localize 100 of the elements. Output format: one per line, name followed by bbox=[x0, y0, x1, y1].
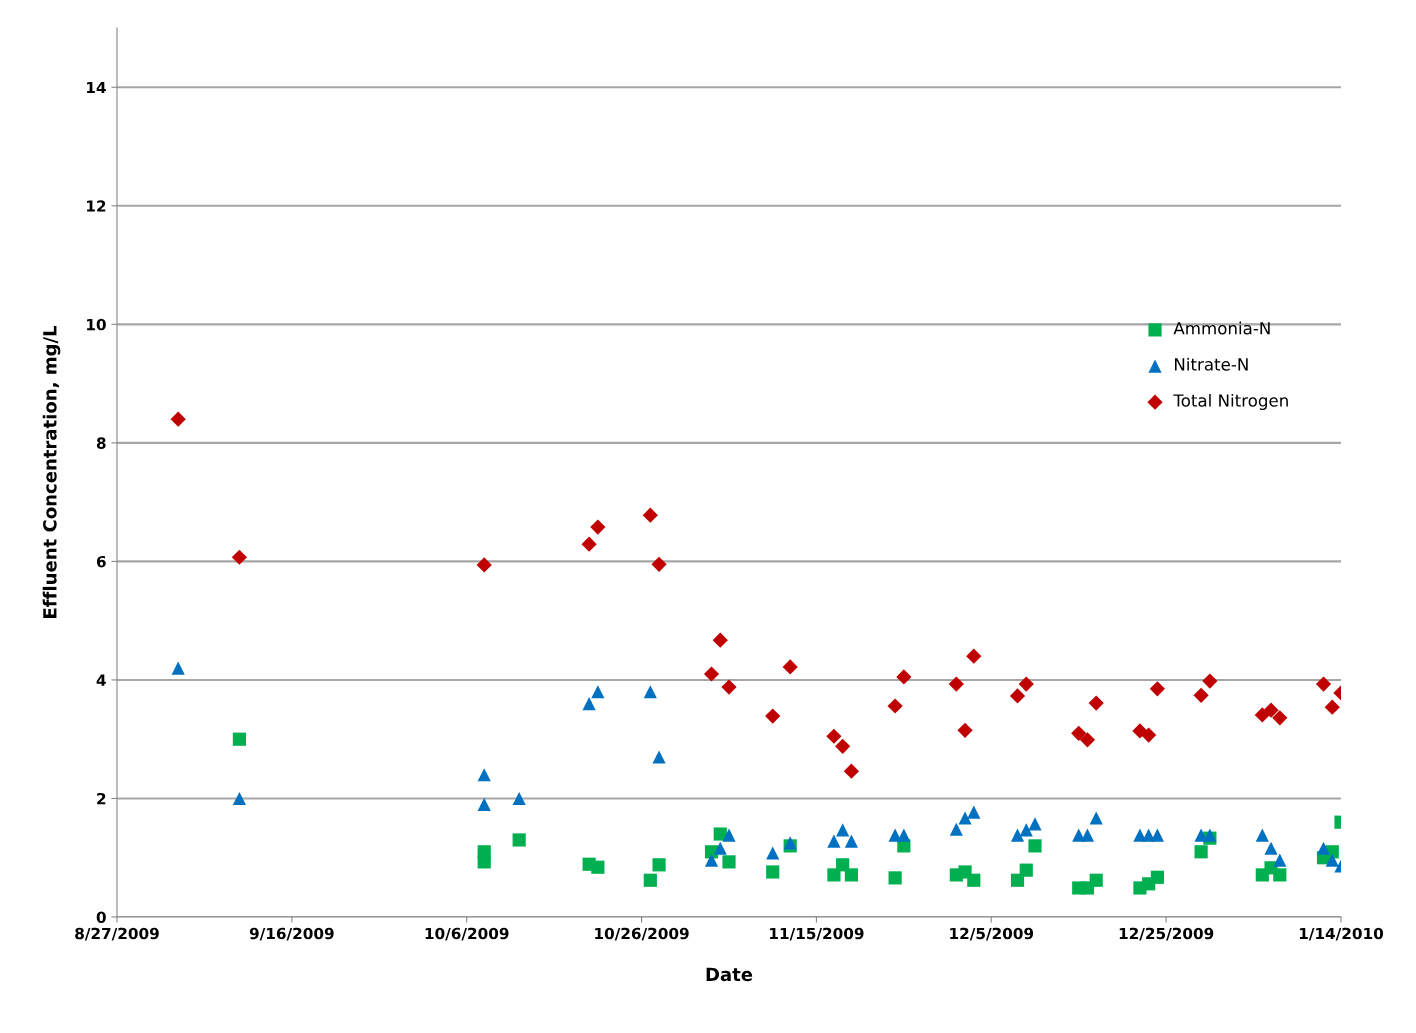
point bbox=[231, 549, 248, 565]
point bbox=[477, 797, 491, 811]
legend-label: Ammonia-N bbox=[1173, 321, 1270, 335]
point bbox=[826, 728, 842, 744]
point bbox=[712, 632, 728, 648]
point bbox=[887, 698, 903, 714]
point bbox=[1273, 868, 1287, 882]
point bbox=[765, 708, 781, 724]
point bbox=[642, 507, 658, 523]
point bbox=[827, 834, 841, 848]
x-tick-label: 8/27/2009 bbox=[75, 927, 159, 941]
point bbox=[1194, 845, 1208, 859]
point bbox=[512, 791, 526, 806]
point bbox=[967, 805, 981, 819]
point bbox=[703, 666, 720, 682]
point bbox=[643, 873, 657, 887]
point bbox=[643, 685, 657, 699]
point bbox=[1071, 725, 1087, 741]
point bbox=[651, 556, 667, 572]
point bbox=[1273, 853, 1287, 867]
point bbox=[958, 811, 972, 825]
point bbox=[1255, 828, 1269, 842]
point bbox=[897, 828, 911, 842]
point bbox=[652, 858, 666, 872]
y-tick-label: 12 bbox=[87, 200, 106, 212]
point bbox=[949, 822, 963, 836]
point bbox=[1324, 699, 1340, 715]
point bbox=[967, 873, 981, 887]
point bbox=[948, 676, 964, 692]
point bbox=[1202, 673, 1218, 689]
legend-label: Nitrate-N bbox=[1174, 357, 1248, 371]
point bbox=[782, 659, 798, 675]
point bbox=[827, 868, 841, 882]
x-tick-label: 10/6/2009 bbox=[425, 927, 509, 941]
point bbox=[844, 834, 858, 848]
point bbox=[1089, 873, 1103, 887]
point bbox=[722, 855, 736, 869]
point bbox=[1028, 839, 1042, 853]
point bbox=[704, 853, 719, 867]
point bbox=[1089, 811, 1103, 825]
y-tick-label: 10 bbox=[87, 318, 106, 331]
point bbox=[170, 411, 186, 427]
point bbox=[1272, 710, 1288, 726]
point bbox=[1141, 727, 1157, 743]
point bbox=[476, 557, 492, 573]
point bbox=[652, 750, 666, 764]
y-tick-label: 8 bbox=[96, 437, 106, 449]
point bbox=[477, 768, 491, 782]
point bbox=[966, 648, 982, 664]
point bbox=[896, 669, 912, 685]
point bbox=[835, 738, 851, 754]
x-tick-label: 9/16/2009 bbox=[249, 927, 334, 941]
y-tick-label: 0 bbox=[96, 911, 106, 924]
point bbox=[582, 697, 596, 711]
x-tick-label: 1/14/2010 bbox=[1299, 927, 1384, 941]
point bbox=[1264, 841, 1278, 855]
point bbox=[1150, 828, 1164, 842]
point bbox=[1028, 817, 1042, 831]
point bbox=[581, 536, 597, 552]
point bbox=[512, 833, 526, 847]
point bbox=[171, 661, 185, 675]
x-tick-label: 12/25/2009 bbox=[1119, 927, 1214, 941]
point bbox=[1193, 687, 1209, 703]
point bbox=[1254, 707, 1270, 723]
point bbox=[1315, 676, 1332, 692]
y-tick-label: 14 bbox=[87, 81, 106, 94]
legend-label: Total Nitrogen bbox=[1173, 393, 1288, 411]
y-tick-label: 2 bbox=[97, 792, 106, 805]
point bbox=[722, 828, 736, 842]
point bbox=[1325, 853, 1339, 867]
point bbox=[232, 732, 246, 746]
point bbox=[1019, 863, 1033, 877]
point bbox=[888, 871, 902, 885]
point bbox=[766, 846, 780, 860]
point bbox=[1080, 828, 1095, 842]
y-axis-title: Effluent Concentration, mg/L bbox=[42, 325, 61, 618]
point bbox=[232, 791, 246, 806]
point bbox=[1150, 870, 1164, 884]
point bbox=[1079, 732, 1096, 748]
point bbox=[1149, 681, 1166, 697]
y-tick-label: 4 bbox=[96, 674, 106, 686]
point bbox=[713, 841, 727, 855]
point bbox=[836, 823, 850, 837]
point bbox=[721, 679, 737, 695]
point bbox=[713, 827, 727, 841]
point bbox=[1316, 841, 1331, 855]
point bbox=[1088, 695, 1104, 711]
point bbox=[844, 868, 858, 882]
point bbox=[1010, 873, 1025, 887]
point bbox=[957, 722, 973, 738]
point bbox=[766, 865, 780, 879]
point bbox=[477, 855, 491, 869]
y-tick-label: 6 bbox=[96, 555, 106, 568]
x-tick-label: 11/15/2009 bbox=[770, 927, 864, 941]
point bbox=[1010, 828, 1025, 842]
point bbox=[1018, 676, 1034, 692]
x-axis-title: Date bbox=[706, 967, 753, 982]
point bbox=[1263, 702, 1279, 718]
point bbox=[1009, 688, 1026, 704]
x-tick-label: 12/5/2009 bbox=[950, 927, 1034, 941]
